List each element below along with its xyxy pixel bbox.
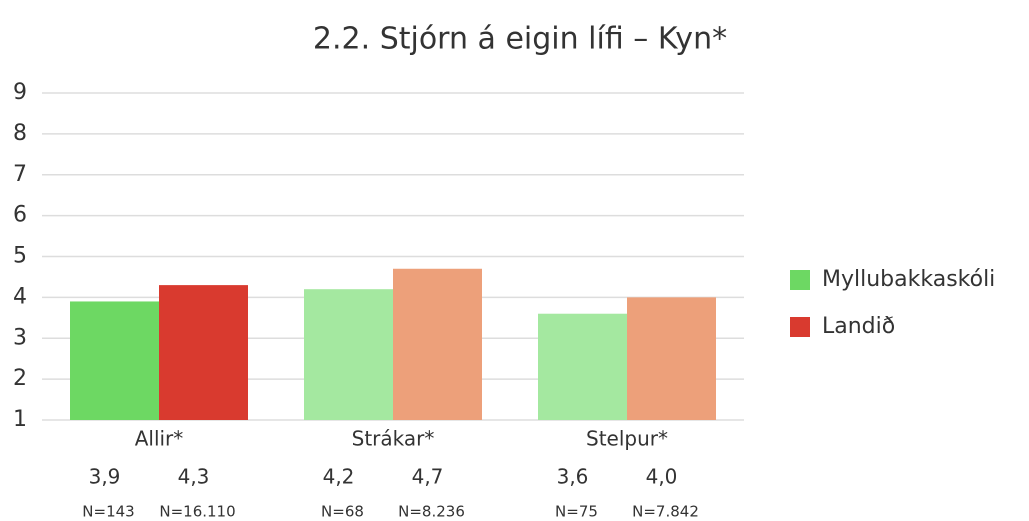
y-tick-label: 4	[13, 284, 27, 309]
legend-label: Landið	[822, 314, 895, 339]
y-tick-label: 3	[13, 325, 27, 350]
y-tick-label: 8	[13, 121, 27, 146]
y-tick-label: 6	[13, 203, 27, 228]
chart-title: 2.2. Stjórn á eigin lífi – Kyn*	[313, 22, 727, 57]
bar	[304, 289, 393, 420]
legend-swatch	[790, 270, 810, 290]
x-tick-label: Stelpur*	[586, 427, 668, 451]
legend-swatch	[790, 317, 810, 337]
y-tick-label: 1	[13, 407, 27, 432]
value-label: 4,2	[323, 465, 355, 489]
bar	[159, 285, 248, 420]
n-label: N=7.842	[632, 503, 699, 521]
value-label: 4,3	[178, 465, 210, 489]
bar	[538, 313, 627, 420]
y-tick-label: 5	[13, 244, 27, 269]
legend-label: Myllubakkaskóli	[822, 267, 995, 292]
y-tick-label: 2	[13, 366, 27, 391]
value-label: 3,9	[89, 465, 121, 489]
y-tick-label: 9	[13, 80, 27, 105]
bar	[70, 301, 159, 420]
x-tick-label: Allir*	[135, 427, 184, 451]
value-label: 4,7	[412, 465, 444, 489]
bar	[627, 297, 716, 420]
value-label: 3,6	[557, 465, 589, 489]
n-label: N=68	[321, 503, 364, 521]
n-label: N=16.110	[159, 503, 235, 521]
bar	[393, 268, 482, 420]
n-label: N=8.236	[398, 503, 465, 521]
x-tick-label: Strákar*	[352, 427, 435, 451]
n-label: N=143	[82, 503, 134, 521]
n-label: N=75	[555, 503, 598, 521]
value-label: 4,0	[646, 465, 678, 489]
y-tick-label: 7	[13, 162, 27, 187]
